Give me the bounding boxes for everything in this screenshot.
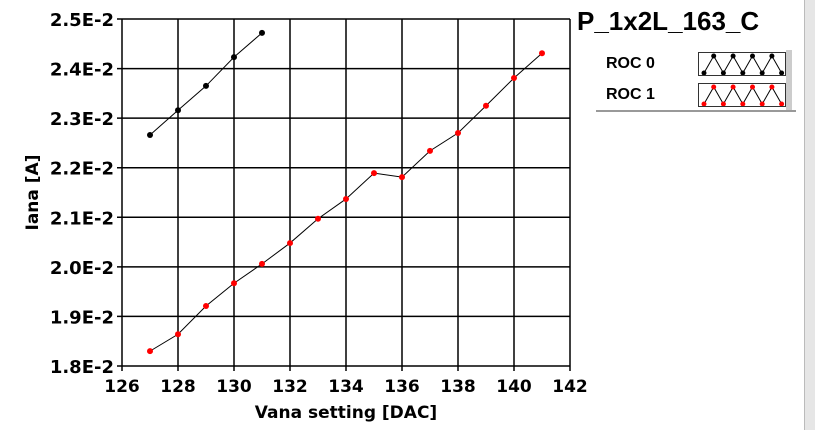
legend-swatch-roc1 [698,83,786,107]
data-point [287,240,293,247]
data-point [147,348,153,355]
x-tick-label: 140 [496,377,532,397]
y-tick-label: 2.1E-2 [50,208,114,229]
legend-marker [779,101,785,106]
data-point [539,50,545,57]
legend-marker [769,84,775,90]
x-tick-label: 136 [384,377,420,397]
data-point [203,303,209,310]
legend-marker [730,53,736,59]
x-tick-label: 132 [272,377,308,397]
y-tick-label: 2.3E-2 [50,109,114,130]
legend-marker [759,101,765,106]
y-tick-label: 2.5E-2 [50,10,114,31]
legend-marker [750,53,755,59]
data-point [315,215,321,222]
legend-marker [711,84,717,90]
legend-swatch-roc0 [698,52,786,76]
data-point [483,102,489,109]
legend: ROC 0 ROC 1 [596,46,796,112]
legend-line [703,54,783,75]
legend-marker [779,70,785,75]
y-tick-label: 2.2E-2 [50,159,114,180]
x-tick-label: 130 [216,377,252,397]
legend-marker [759,70,765,75]
x-axis-label: Vana setting [DAC] [255,403,437,423]
x-tick-label: 134 [328,377,364,397]
data-point [175,107,181,114]
legend-label: ROC 0 [606,55,655,72]
data-point [371,170,377,177]
y-axis-label: Iana [A] [23,155,43,231]
legend-marker [730,84,736,90]
legend-scrollbar[interactable] [786,50,792,110]
x-tick-label: 126 [104,377,140,397]
data-point [511,74,517,81]
chart-title: P_1x2L_163_C [577,6,760,36]
data-point [203,82,209,89]
y-tick-label: 1.8E-2 [50,357,114,378]
data-point [147,131,153,138]
data-point [427,147,433,154]
legend-marker [701,70,707,75]
data-point [455,130,461,137]
legend-marker [720,101,726,106]
x-tick-label: 138 [440,377,476,397]
legend-item-roc0[interactable]: ROC 0 [606,51,788,77]
data-point [259,29,265,36]
legend-marker [720,70,726,75]
x-tick-label: 128 [160,377,196,397]
x-tick-label: 142 [552,377,588,397]
scrollbar[interactable] [804,0,815,430]
data-point [399,174,405,181]
data-point [259,260,265,267]
legend-marker [711,53,717,59]
y-tick-label: 2.4E-2 [50,60,114,81]
legend-marker [769,53,775,59]
data-point [343,195,349,202]
legend-line [703,85,783,106]
legend-marker [740,101,746,106]
data-point [175,331,181,338]
y-tick-label: 2.0E-2 [50,258,114,279]
legend-marker [740,70,746,75]
legend-label: ROC 1 [606,86,655,103]
data-point [231,54,237,61]
data-point [231,280,237,287]
legend-item-roc1[interactable]: ROC 1 [606,82,788,108]
y-tick-label: 1.9E-2 [50,307,114,328]
legend-marker [701,101,707,106]
legend-marker [750,84,755,90]
